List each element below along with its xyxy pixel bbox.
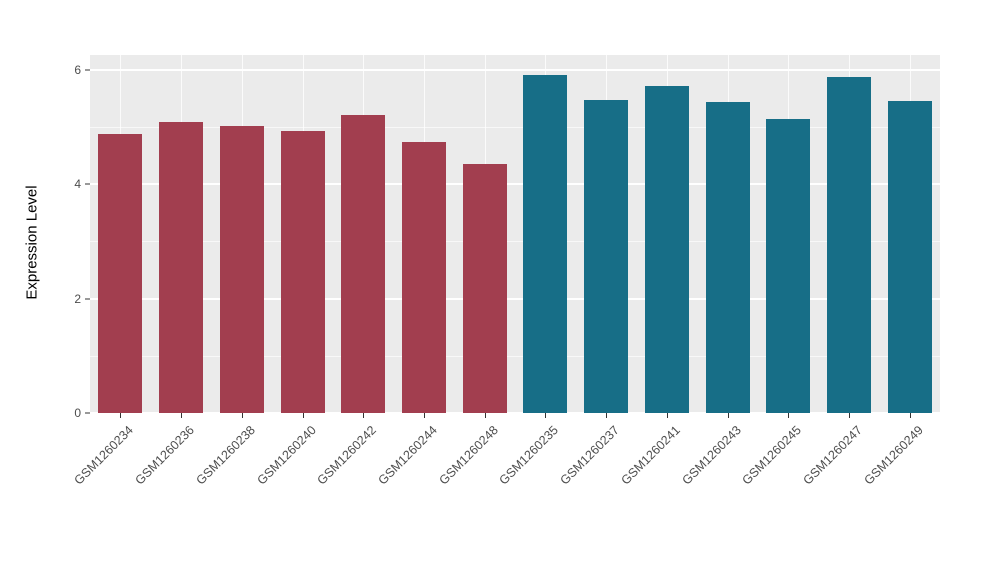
bar bbox=[644, 86, 689, 413]
y-tick-mark bbox=[85, 183, 90, 185]
x-tick-mark bbox=[727, 413, 729, 418]
x-tick-label: GSM1260234 bbox=[71, 423, 137, 488]
gridline-major bbox=[90, 183, 940, 186]
x-tick-mark bbox=[788, 413, 790, 418]
x-tick-label: GSM1260237 bbox=[557, 423, 622, 488]
x-tick-label: GSM1260242 bbox=[314, 423, 380, 488]
bar bbox=[341, 115, 386, 413]
x-tick-mark bbox=[606, 413, 608, 418]
x-tick-mark bbox=[241, 413, 243, 418]
gridline-minor bbox=[90, 127, 940, 129]
x-tick-mark bbox=[666, 413, 668, 418]
bar bbox=[705, 101, 750, 413]
bar bbox=[523, 75, 568, 413]
x-tick-mark bbox=[545, 413, 547, 418]
x-tick-label: GSM1260249 bbox=[861, 423, 926, 488]
y-tick-mark bbox=[85, 298, 90, 300]
bar bbox=[584, 99, 629, 413]
x-tick-mark bbox=[848, 413, 850, 418]
x-tick-label: GSM1260235 bbox=[496, 423, 562, 488]
x-tick-label: GSM1260236 bbox=[132, 423, 197, 488]
bar bbox=[401, 141, 446, 413]
x-tick-label: GSM1260241 bbox=[618, 423, 683, 488]
y-tick-label: 0 bbox=[74, 406, 81, 420]
gridline-minor bbox=[90, 355, 940, 357]
gridline-major bbox=[90, 297, 940, 300]
y-tick-label: 6 bbox=[74, 62, 81, 77]
bar bbox=[826, 76, 871, 413]
bar bbox=[766, 119, 811, 413]
y-tick-mark bbox=[85, 69, 90, 71]
y-tick-label: 2 bbox=[74, 291, 81, 306]
x-tick-mark bbox=[484, 413, 486, 418]
x-tick-label: GSM1260238 bbox=[193, 423, 258, 488]
gridline-minor bbox=[90, 241, 940, 243]
x-tick-mark bbox=[423, 413, 425, 418]
gridline-major bbox=[90, 412, 940, 414]
x-tick-label: GSM1260245 bbox=[739, 423, 805, 488]
x-tick-mark bbox=[302, 413, 304, 418]
x-tick-label: GSM1260248 bbox=[436, 423, 501, 488]
x-tick-mark bbox=[909, 413, 911, 418]
gridline-major bbox=[90, 68, 940, 71]
x-tick-label: GSM1260243 bbox=[678, 423, 744, 488]
bar bbox=[159, 122, 204, 413]
bar bbox=[280, 131, 325, 413]
bar bbox=[887, 100, 932, 413]
plot-panel bbox=[90, 55, 940, 414]
y-tick-mark bbox=[85, 412, 90, 414]
x-tick-label: GSM1260247 bbox=[800, 423, 865, 488]
x-tick-mark bbox=[120, 413, 122, 418]
y-tick-label: 4 bbox=[74, 177, 81, 192]
bar bbox=[462, 163, 507, 413]
bar bbox=[98, 133, 143, 413]
x-tick-label: GSM1260240 bbox=[253, 423, 319, 488]
x-tick-mark bbox=[363, 413, 365, 418]
x-tick-mark bbox=[181, 413, 183, 418]
x-tick-label: GSM1260244 bbox=[375, 423, 440, 488]
bar bbox=[219, 125, 264, 413]
y-axis-title: Expression Level bbox=[23, 185, 41, 300]
